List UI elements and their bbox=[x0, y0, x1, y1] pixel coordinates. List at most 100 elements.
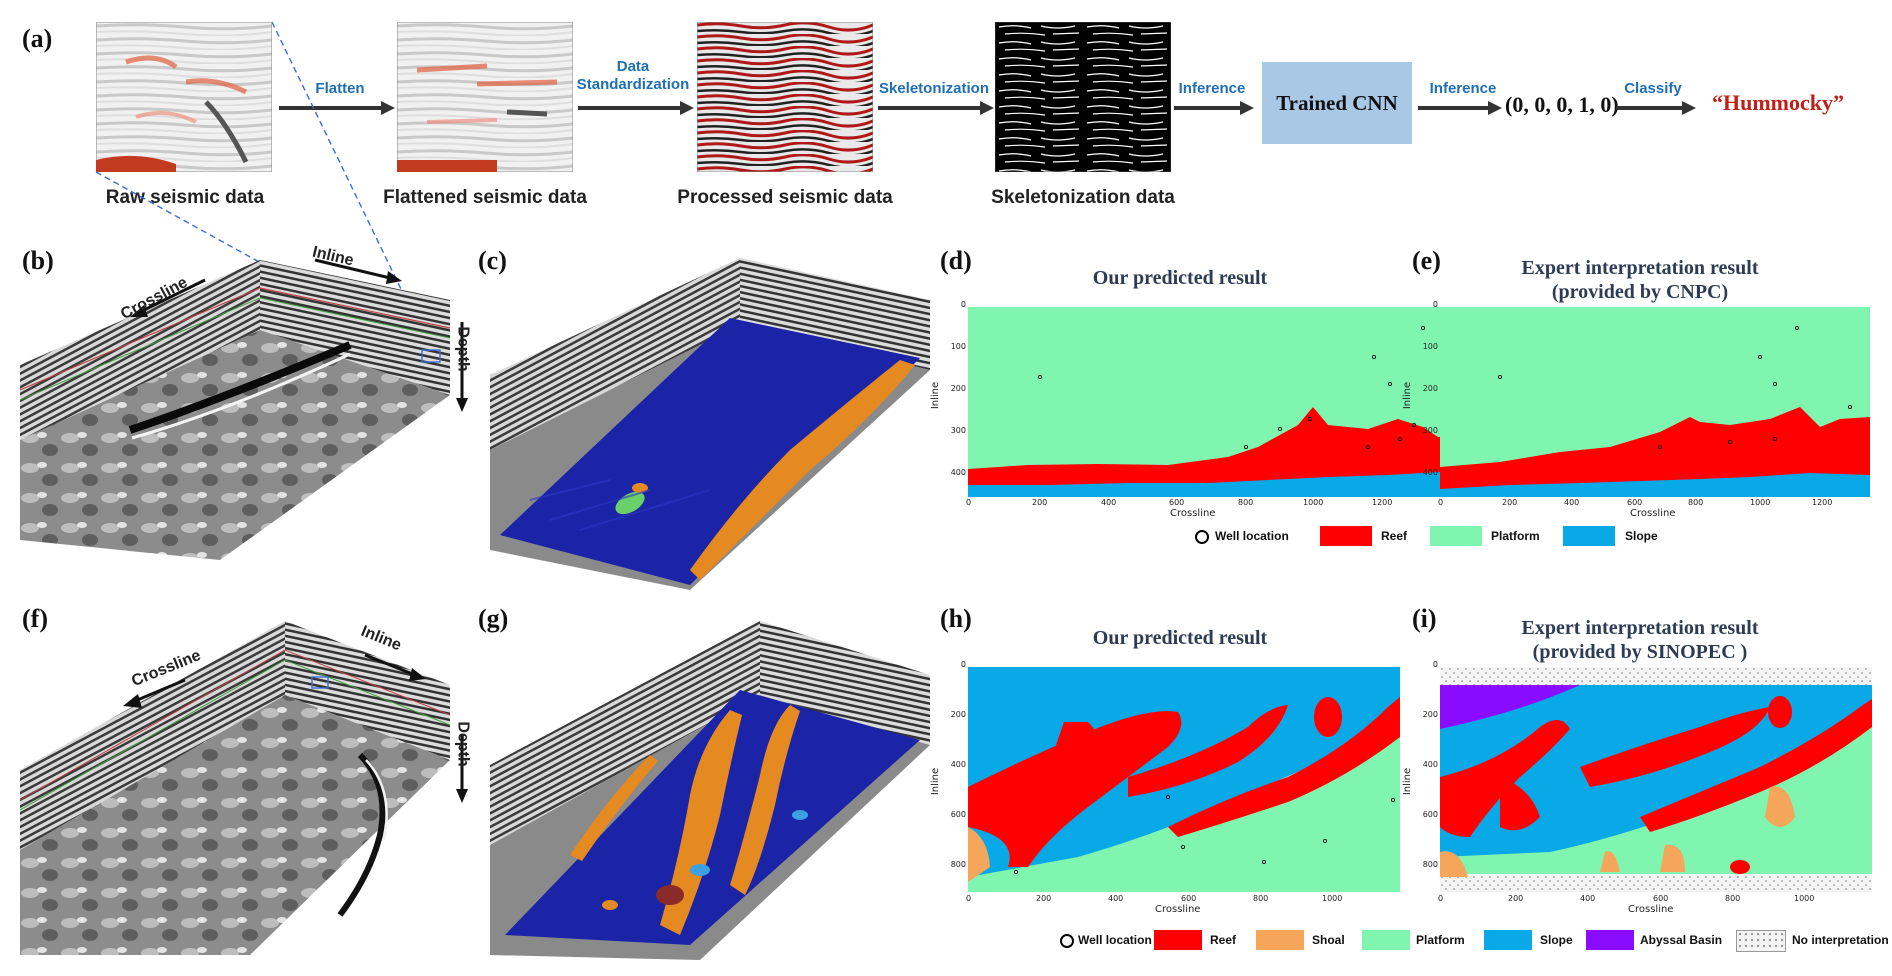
panel-label-c: (c) bbox=[478, 246, 507, 275]
map-h-xtick-5: 1000 bbox=[1322, 894, 1343, 903]
map-d-ytick-4: 400 bbox=[950, 468, 966, 477]
map-e-title-line2: (provided by CNPC) bbox=[1551, 281, 1729, 303]
arrow-1 bbox=[277, 100, 397, 116]
panel-label-f: (f) bbox=[22, 604, 48, 633]
legend-top-reef-label: Reef bbox=[1381, 529, 1408, 543]
legend-top-reef-swatch bbox=[1320, 526, 1372, 546]
map-h-ylabel: Inline bbox=[930, 767, 942, 796]
map-i-xtick-2: 400 bbox=[1580, 894, 1596, 903]
legend-bottom-reef-label: Reef bbox=[1210, 933, 1237, 947]
arrow-4 bbox=[1172, 100, 1256, 116]
map-d-xaxis: 0 200 400 600 800 1000 1200 bbox=[966, 498, 1508, 510]
panel-label-i: (i) bbox=[1412, 604, 1437, 633]
map-h-yaxis: 0 200 400 600 800 bbox=[948, 660, 968, 900]
step-skeletonization: Skeletonization bbox=[878, 80, 990, 97]
panel-label-b: (b) bbox=[22, 246, 54, 275]
map-e-ylabel: Inline bbox=[1402, 381, 1414, 410]
map-i-title: Expert interpretation result (provided b… bbox=[1440, 616, 1840, 664]
map-h-xtick-1: 200 bbox=[1036, 894, 1052, 903]
class-result: “Hummocky” bbox=[1712, 90, 1844, 115]
panel-label-d: (d) bbox=[940, 246, 972, 275]
map-h-xlabel: Crossline bbox=[1155, 904, 1201, 915]
map-e-xtick-6: 1200 bbox=[1812, 498, 1833, 507]
map-e-xtick-0: 0 bbox=[1438, 498, 1444, 507]
trained-cnn-box: Trained CNN bbox=[1262, 62, 1412, 144]
skeleton-image bbox=[995, 22, 1171, 172]
arrow-3 bbox=[876, 100, 996, 116]
cube-b-depth-label: Depth bbox=[454, 326, 472, 372]
map-i-xlabel: Crossline bbox=[1628, 904, 1674, 915]
step-standardization-line2: Standardization bbox=[576, 76, 690, 93]
map-d-ytick-1: 100 bbox=[950, 342, 966, 351]
map-i-ytick-0: 0 bbox=[1432, 660, 1438, 669]
map-e-ytick-1: 100 bbox=[1422, 342, 1438, 351]
map-d-ytick-3: 300 bbox=[950, 426, 966, 435]
map-h-ytick-1: 200 bbox=[950, 710, 966, 719]
legend-top-platform-swatch bbox=[1430, 526, 1482, 546]
map-i-xtick-1: 200 bbox=[1508, 894, 1524, 903]
map-d-ytick-0: 0 bbox=[960, 300, 966, 309]
panel-label-a: (a) bbox=[22, 24, 53, 53]
map-e-ytick-2: 200 bbox=[1422, 384, 1438, 393]
legend-bottom: Well location Reef Shoal Platform Slope … bbox=[1060, 928, 1890, 952]
map-e-xlabel: Crossline bbox=[1630, 508, 1676, 519]
map-d-xlabel: Crossline bbox=[1170, 508, 1216, 519]
map-e-title-line1: Expert interpretation result bbox=[1521, 257, 1759, 279]
map-d-xtick-4: 800 bbox=[1238, 498, 1254, 507]
map-e-ytick-3: 300 bbox=[1422, 426, 1438, 435]
map-d-xtick-2: 400 bbox=[1101, 498, 1117, 507]
facies-map-i bbox=[1440, 667, 1872, 892]
legend-bottom-abyssal-label: Abyssal Basin bbox=[1640, 933, 1723, 947]
map-i-title-line1: Expert interpretation result bbox=[1521, 617, 1759, 639]
map-d-ylabel: Inline bbox=[930, 381, 942, 410]
legend-bottom-platform-swatch bbox=[1362, 930, 1410, 950]
map-i-yaxis: 0 200 400 600 800 bbox=[1420, 660, 1440, 900]
arrow-2 bbox=[576, 100, 696, 116]
map-d-xtick-1: 200 bbox=[1032, 498, 1048, 507]
map-i-xtick-3: 600 bbox=[1653, 894, 1669, 903]
geobody-cube-g bbox=[490, 615, 940, 960]
output-vector: (0, 0, 0, 1, 0) bbox=[1505, 92, 1619, 117]
map-h-xtick-0: 0 bbox=[966, 894, 972, 903]
map-e-title: Expert interpretation result (provided b… bbox=[1440, 256, 1840, 304]
caption-skeleton: Skeletonization data bbox=[991, 187, 1175, 208]
arrow-5 bbox=[1416, 100, 1506, 116]
seismic-cube-f bbox=[20, 615, 470, 960]
seismic-cube-b bbox=[20, 250, 470, 580]
facies-map-d bbox=[968, 307, 1508, 497]
raw-seismic-image bbox=[96, 22, 272, 172]
legend-bottom-slope-label: Slope bbox=[1540, 933, 1573, 947]
step-standardization-line1: Data bbox=[616, 58, 650, 75]
map-d-xtick-5: 1000 bbox=[1303, 498, 1324, 507]
flattened-seismic-image bbox=[397, 22, 573, 172]
map-i-xtick-0: 0 bbox=[1438, 894, 1444, 903]
map-e-xtick-3: 600 bbox=[1627, 498, 1643, 507]
panel-label-e: (e) bbox=[1412, 246, 1441, 275]
facies-map-e bbox=[1440, 307, 1870, 497]
map-d-title: Our predicted result bbox=[1092, 267, 1268, 289]
legend-bottom-well-label: Well location bbox=[1078, 933, 1152, 947]
map-e-xaxis: 0 200 400 600 800 1000 1200 bbox=[1438, 498, 1870, 510]
processed-seismic-image bbox=[697, 22, 873, 172]
map-e-xtick-4: 800 bbox=[1688, 498, 1704, 507]
map-e-yaxis: 0 100 200 300 400 bbox=[1420, 300, 1440, 500]
step-flatten: Flatten bbox=[315, 80, 365, 97]
caption-flattened: Flattened seismic data bbox=[383, 187, 587, 208]
step-standardization: Data Standardization bbox=[573, 58, 693, 94]
map-i-xtick-5: 1000 bbox=[1794, 894, 1815, 903]
map-e-ytick-0: 0 bbox=[1432, 300, 1438, 309]
map-h-ytick-0: 0 bbox=[960, 660, 966, 669]
map-d-xtick-0: 0 bbox=[966, 498, 972, 507]
map-d-xtick-6: 1200 bbox=[1372, 498, 1393, 507]
map-e-xtick-2: 400 bbox=[1564, 498, 1580, 507]
legend-bottom-abyssal-swatch bbox=[1586, 930, 1634, 950]
arrow-6 bbox=[1614, 100, 1700, 116]
cube-f-depth-label: Depth bbox=[454, 721, 472, 767]
legend-top: Well location Reef Platform Slope bbox=[1195, 524, 1855, 548]
map-i-ytick-2: 400 bbox=[1422, 760, 1438, 769]
map-h-ytick-4: 800 bbox=[950, 860, 966, 869]
map-e-ytick-4: 400 bbox=[1422, 468, 1438, 477]
map-i-xaxis: 0 200 400 600 800 1000 bbox=[1438, 894, 1872, 906]
step-classify: Classify bbox=[1624, 80, 1682, 97]
map-h-xaxis: 0 200 400 600 800 1000 bbox=[966, 894, 1400, 906]
